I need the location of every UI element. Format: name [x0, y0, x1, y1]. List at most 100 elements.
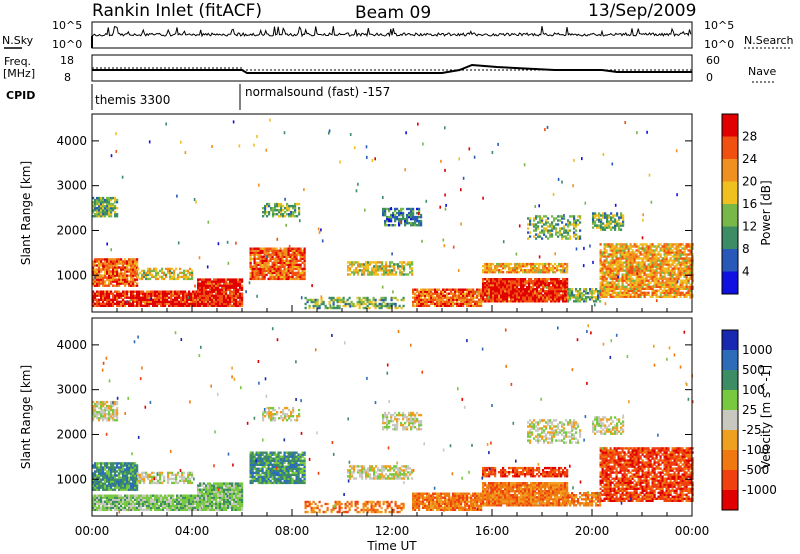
power-cell-182	[144, 302, 147, 305]
power-cell-2291	[442, 290, 445, 293]
power-cell-4506	[620, 224, 623, 227]
power-cell-4172	[669, 249, 672, 252]
power-cell-1075	[233, 282, 236, 285]
power-cell-691	[132, 262, 135, 265]
power-cell-3918	[647, 275, 650, 278]
velocity-cell-32	[100, 506, 103, 509]
power-cell-950	[215, 294, 218, 297]
power-speck-102	[656, 299, 658, 303]
velocity-cell-100	[118, 502, 121, 505]
power-cell-1987	[385, 267, 388, 270]
power-cell-1247	[249, 257, 252, 260]
power-cell-4124	[665, 249, 668, 252]
velocity-cell-138	[128, 500, 131, 503]
power-cell-2622	[512, 296, 515, 299]
power-cell-2954	[488, 265, 491, 268]
power-cell-4273	[679, 281, 682, 284]
power-cell-3498	[611, 287, 614, 290]
power-cell-3783	[635, 281, 638, 284]
power-cell-715	[136, 264, 139, 267]
power-cell-1189	[104, 204, 107, 208]
power-cell-931	[211, 280, 214, 283]
power-cell-2903	[562, 298, 565, 301]
power-cell-2236	[428, 288, 431, 291]
power-cell-706	[136, 284, 139, 287]
power-cell-3858	[641, 265, 644, 268]
power-cell-1198	[106, 200, 109, 204]
power-cell-1233	[116, 215, 119, 218]
power-cell-733	[145, 275, 148, 279]
velocity-cell-220	[150, 502, 153, 505]
power-cell-3655	[623, 245, 626, 248]
power-cell-3442	[605, 267, 608, 270]
velocity-cell-183	[140, 500, 143, 503]
power-cell-3029	[526, 269, 529, 272]
power-cell-1859	[384, 302, 387, 306]
power-cell-4019	[655, 253, 658, 256]
power-cell-2325	[452, 300, 455, 303]
power-cell-3639	[623, 289, 626, 292]
power-cell-2134	[412, 224, 415, 227]
power-cell-4455	[602, 214, 605, 217]
power-cell-813	[187, 271, 190, 275]
power-cell-724	[141, 277, 144, 281]
power-cell-3220	[561, 215, 564, 218]
power-cell-4083	[663, 291, 666, 294]
power-cell-2395	[468, 288, 471, 291]
power-cell-3768	[633, 261, 636, 264]
power-cell-3042	[532, 267, 535, 270]
power-cell-4450	[600, 214, 603, 217]
power-cell-3299	[575, 296, 578, 299]
power-cell-1042	[229, 296, 232, 299]
power-cell-648	[126, 276, 129, 279]
power-cell-1280	[253, 247, 256, 250]
power-cell-547	[110, 282, 113, 285]
power-cell-665	[128, 258, 131, 261]
power-cell-2156	[418, 215, 421, 219]
power-cell-4473	[608, 220, 611, 223]
power-cell-3580	[617, 267, 620, 270]
power-cell-1432	[275, 259, 278, 262]
power-cell-271	[166, 290, 169, 293]
power-cell-2343	[456, 294, 459, 297]
power-cell-613	[120, 274, 123, 277]
power-speck-118	[676, 280, 679, 284]
power-cell-679	[130, 258, 133, 261]
power-cell-3187	[551, 229, 554, 232]
power-speck-136	[300, 296, 303, 300]
power-cell-1742	[314, 298, 317, 302]
power-cell-3692	[627, 271, 630, 274]
power-cell-2557	[500, 284, 503, 287]
power-cell-2682	[522, 294, 525, 297]
power-cell-309	[178, 304, 181, 307]
power-cell-3899	[645, 269, 648, 272]
power-speck-65	[381, 285, 384, 289]
power-cell-122	[126, 294, 129, 297]
power-cell-3994	[653, 255, 656, 258]
power-cell-1174	[102, 215, 105, 218]
power-cell-2420	[476, 302, 479, 305]
velocity-cell-197	[144, 500, 147, 503]
power-cell-100	[120, 302, 123, 305]
velocity-cell-117	[122, 498, 125, 501]
power-cell-615	[120, 270, 123, 273]
power-cell-2234	[428, 292, 431, 295]
power-cell-4070	[661, 271, 664, 274]
power-cell-4417	[691, 247, 694, 250]
power-cell-2464	[484, 278, 487, 281]
power-cell-3515	[611, 253, 614, 256]
power-cell-1136	[92, 196, 95, 200]
velocity-cell-136	[128, 504, 131, 507]
power-cell-2057	[384, 211, 387, 215]
power-cell-789	[173, 273, 176, 277]
power-speck-53	[194, 284, 196, 288]
power-cell-3436	[605, 281, 608, 284]
power-cell-982	[219, 284, 222, 287]
power-cell-717	[136, 260, 139, 263]
power-cell-1265	[253, 277, 256, 281]
velocity-cell-3	[92, 502, 95, 505]
power-cell-3683	[627, 293, 630, 296]
velocity-cell-139	[128, 498, 131, 501]
power-cell-2423	[476, 294, 479, 297]
power-cell-1028	[227, 302, 230, 305]
